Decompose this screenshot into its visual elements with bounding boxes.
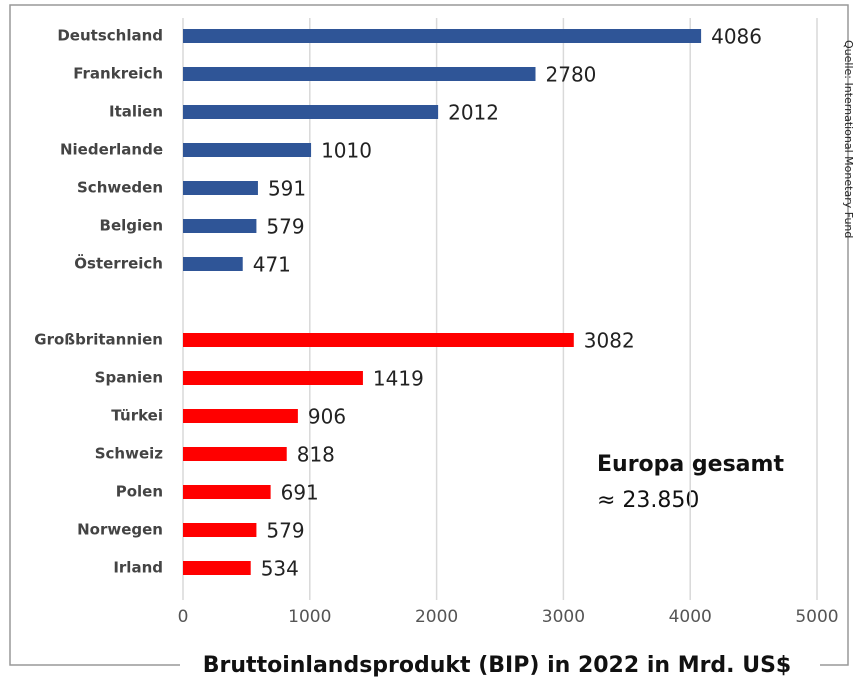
y-tick-label: Schweiz [95,445,164,463]
y-tick-label: Frankreich [73,65,163,83]
bar [183,105,439,119]
bar [183,257,243,271]
y-tick-label: Polen [116,483,163,501]
y-tick-label: Spanien [95,369,163,387]
y-tick-label: Türkei [111,407,163,425]
bar [183,523,257,537]
value-label: 591 [268,177,306,201]
bar [183,561,251,575]
value-label: 2012 [448,101,499,125]
source: Quelle: International Monetary Fund [842,40,855,238]
y-tick-label: Deutschland [57,27,163,45]
y-tick-label: Österreich [74,254,163,273]
title-background [180,648,820,683]
y-tick-label: Schweden [77,179,163,197]
value-label: 691 [281,481,319,505]
x-tick-label: 1000 [288,607,331,627]
x-tick-label: 5000 [795,607,838,627]
x-tick-label: 4000 [669,607,712,627]
x-tick-label: 2000 [415,607,458,627]
value-label: 579 [266,215,304,239]
value-label: 1419 [373,367,424,391]
x-tick-label: 0 [178,607,189,627]
bar [183,67,536,81]
bar [183,485,271,499]
value-label: 3082 [584,329,635,353]
bar [183,219,257,233]
annotation: ≈ 23.850 [597,488,699,513]
bar [183,409,298,423]
y-tick-label: Irland [113,559,163,577]
value-label: 2780 [546,63,597,87]
value-label: 818 [297,443,335,467]
y-tick-label: Niederlande [60,141,163,159]
y-tick-label: Großbritannien [34,331,163,349]
bar [183,143,312,157]
value-label: 906 [308,405,346,429]
bar [183,181,258,195]
bar [183,371,363,385]
chart-title: Bruttoinlandsprodukt (BIP) in 2022 in Mr… [203,653,791,678]
bar [183,29,702,43]
value-label: 579 [266,519,304,543]
x-tick-label: 3000 [542,607,585,627]
value-label: 471 [253,253,291,277]
value-label: 4086 [711,25,762,49]
y-tick-label: Norwegen [77,521,163,539]
bar [183,333,574,347]
value-label: 1010 [321,139,372,163]
value-label: 534 [261,557,299,581]
y-tick-label: Belgien [100,217,163,235]
y-tick-label: Italien [109,103,163,121]
bar [183,447,287,461]
